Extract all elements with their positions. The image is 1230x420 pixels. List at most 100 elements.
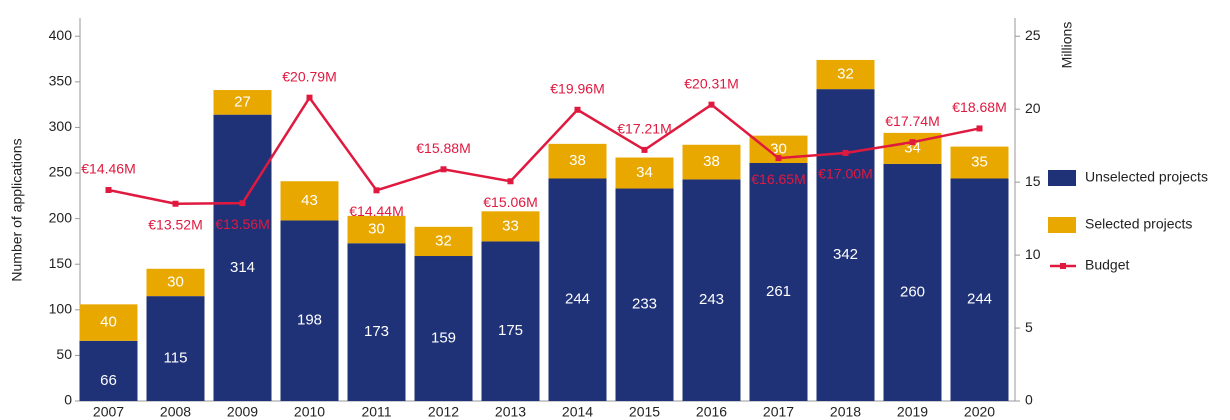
legend-label: Unselected projects [1085, 169, 1208, 185]
budget-marker [507, 178, 514, 185]
bar-segment [481, 241, 540, 401]
bar-segment [213, 90, 272, 115]
x-tick-label: 2011 [361, 404, 391, 420]
budget-label: €17.21M [617, 121, 671, 137]
x-tick-label: 2012 [428, 404, 459, 420]
budget-marker [641, 146, 648, 153]
legend-marker [1060, 263, 1066, 269]
budget-label: €19.96M [550, 80, 604, 96]
bar-label: 32 [435, 232, 452, 249]
bar-segment [481, 211, 540, 242]
budget-label: €20.79M [282, 68, 336, 84]
x-tick-label: 2019 [897, 404, 928, 420]
x-tick-label: 2007 [93, 404, 124, 420]
legend-swatch [1048, 217, 1076, 233]
budget-marker [440, 166, 447, 173]
y2-tick-label: 15 [1025, 173, 1041, 189]
x-tick-label: 2008 [160, 404, 191, 420]
budget-marker [105, 187, 112, 194]
y2-tick-label: 20 [1025, 100, 1041, 116]
bar-segment [414, 256, 473, 401]
y-axis-title: Number of applications [9, 138, 25, 281]
bar-label: 66 [100, 372, 117, 389]
legend-swatch [1048, 170, 1076, 186]
bar-segment [414, 226, 473, 257]
budget-marker [775, 155, 782, 162]
bar-label: 43 [301, 192, 318, 209]
bar-label: 33 [502, 217, 519, 234]
y-tick-label: 50 [56, 346, 72, 362]
bar-segment [548, 143, 607, 179]
budget-marker [909, 139, 916, 146]
bar-segment [280, 181, 339, 221]
bar-segment [749, 162, 808, 401]
x-tick-label: 2014 [562, 404, 593, 420]
bar-segment [79, 340, 138, 401]
bar-segment [615, 188, 674, 401]
bar-segment [682, 144, 741, 180]
budget-label: €16.65M [751, 171, 805, 187]
budget-marker [976, 125, 983, 132]
budget-line [108, 95, 980, 205]
budget-label: €20.31M [684, 75, 738, 91]
x-tick-label: 2013 [495, 404, 526, 420]
bar-segment [347, 243, 406, 401]
bar-label: 243 [699, 291, 724, 308]
bar-segment [280, 220, 339, 401]
budget-label: €15.88M [416, 140, 470, 156]
budget-marker [239, 200, 246, 207]
budget-marker [373, 187, 380, 194]
bar-segment [146, 268, 205, 297]
bar-segment [816, 89, 875, 401]
x-tick-label: 2009 [227, 404, 258, 420]
budget-label: €18.68M [952, 99, 1006, 115]
bar-label: 40 [100, 314, 117, 331]
budget-label: €15.06M [483, 194, 537, 210]
bar-segment [950, 178, 1009, 401]
bar-label: 30 [167, 273, 184, 290]
bar-label: 30 [770, 140, 787, 157]
bar-segment [615, 157, 674, 189]
bar-label: 173 [364, 323, 389, 340]
x-tick-label: 2018 [830, 404, 861, 420]
budget-marker [574, 106, 581, 113]
bar-segment [347, 215, 406, 244]
budget-label: €17.00M [818, 166, 872, 182]
bar-label: 244 [967, 291, 992, 308]
bar-label: 35 [971, 154, 988, 171]
bar-label: 314 [230, 259, 255, 276]
x-tick-label: 2015 [629, 404, 660, 420]
y-tick-label: 350 [49, 73, 73, 89]
x-tick-label: 2016 [696, 404, 727, 420]
bar-label: 159 [431, 329, 456, 346]
y-tick-label: 100 [49, 301, 73, 317]
y2-tick-label: 25 [1025, 27, 1041, 43]
y2-tick-label: 0 [1025, 392, 1033, 408]
bar-segment [213, 114, 272, 402]
bar-label: 34 [636, 164, 653, 181]
y-tick-label: 150 [49, 255, 73, 271]
y2-axis-title: Millions [1059, 22, 1075, 69]
bar-segment [883, 163, 942, 401]
bar-label: 27 [234, 93, 251, 110]
y2-tick-label: 10 [1025, 246, 1041, 262]
budget-marker [306, 94, 313, 101]
bar-segment [548, 178, 607, 401]
legend-label: Budget [1085, 257, 1129, 273]
y-tick-label: 250 [49, 164, 73, 180]
bar-segment [79, 304, 138, 341]
bar-label: 244 [565, 291, 590, 308]
bar-label: 233 [632, 296, 657, 313]
bar-segment [816, 59, 875, 90]
bar-label: 260 [900, 283, 925, 300]
y-tick-label: 400 [49, 27, 73, 43]
bar-label: 342 [833, 246, 858, 263]
budget-label: €13.52M [148, 216, 202, 232]
budget-marker [172, 200, 179, 207]
bar-segment [146, 296, 205, 401]
bar-label: 32 [837, 66, 854, 83]
x-tick-label: 2010 [294, 404, 325, 420]
y-tick-label: 0 [64, 392, 72, 408]
budget-marker [842, 149, 849, 156]
